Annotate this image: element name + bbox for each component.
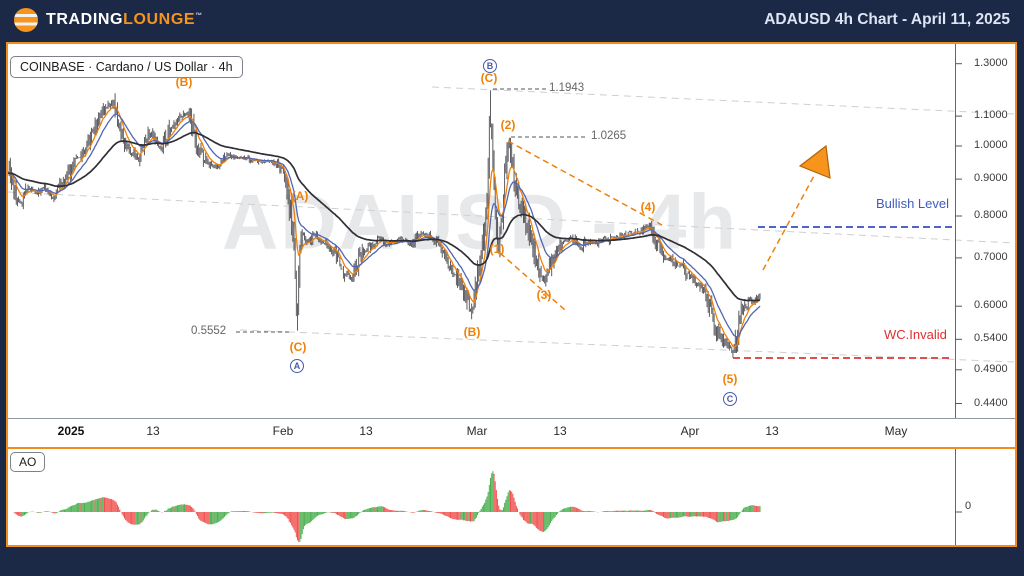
tradinglounge-logo-icon <box>14 8 38 32</box>
x-axis-label: May <box>884 424 908 438</box>
chart-panel: ADAUSD - 4h COINBASE · Cardano / US Doll… <box>6 42 1017 547</box>
x-axis-label: Apr <box>680 424 700 438</box>
y-axis-label: 0.8000 <box>974 209 1008 221</box>
wave-label: (B) <box>463 325 481 339</box>
x-axis-label: 13 <box>146 424 160 438</box>
wave-label: (3) <box>536 288 552 302</box>
price-callout: 1.0265 <box>591 130 627 142</box>
panel-divider <box>8 447 1015 449</box>
ao-zero-label: 0 <box>965 500 972 512</box>
y-axis-label: 1.1000 <box>974 109 1008 122</box>
time-axis[interactable] <box>8 418 1015 447</box>
x-axis-label: 13 <box>553 424 567 438</box>
y-axis-label: 0.6000 <box>974 299 1008 312</box>
y-axis-label: 0.5400 <box>974 332 1008 345</box>
wave-label: B <box>483 59 497 73</box>
x-axis-label: 13 <box>359 424 373 438</box>
y-axis-label: 0.7000 <box>974 250 1008 263</box>
y-axis-label: 1.3000 <box>974 56 1008 69</box>
price-callout: 1.1943 <box>549 82 585 94</box>
y-axis-label: 0.4900 <box>974 362 1008 375</box>
wave-label: (C) <box>480 71 498 85</box>
x-axis-label: 13 <box>765 424 779 438</box>
wave-label: (A) <box>291 189 309 203</box>
watermark: ADAUSD - 4h <box>221 177 739 266</box>
bullish-arrow-icon <box>798 144 831 179</box>
chart-title: ADAUSD 4h Chart - April 11, 2025 <box>764 11 1010 28</box>
wave-label: (1) <box>489 242 505 256</box>
wave-label: (4) <box>640 200 656 214</box>
level-note: WC.Invalid <box>884 327 947 342</box>
wave-label: (2) <box>500 118 516 132</box>
x-axis-label: Mar <box>466 424 488 438</box>
wave-label: (B) <box>175 75 193 89</box>
price-chart-pane[interactable] <box>8 44 1015 418</box>
wave-label: C <box>723 392 737 406</box>
y-axis-label: 1.0000 <box>974 139 1008 151</box>
brand-logo[interactable]: TRADINGLOUNGE™ <box>14 8 203 32</box>
wave-label: (C) <box>289 340 307 354</box>
y-axis-label: 0.4400 <box>974 396 1008 409</box>
price-callout: 0.5552 <box>191 325 227 337</box>
wave-label: A <box>290 359 304 373</box>
ao-indicator-label[interactable]: AO <box>10 452 46 472</box>
wave-label: (5) <box>722 372 738 386</box>
y-axis-label: 0.9000 <box>974 172 1008 185</box>
symbol-label[interactable]: COINBASE · Cardano / US Dollar · 4h <box>10 56 243 78</box>
header-bar: TRADINGLOUNGE™ ADAUSD 4h Chart - April 1… <box>0 0 1024 40</box>
x-axis-label: 2025 <box>57 424 85 438</box>
brand-name: TRADINGLOUNGE™ <box>46 11 203 28</box>
level-note: Bullish Level <box>876 196 949 211</box>
ao-chart[interactable] <box>8 449 1015 545</box>
x-axis-label: Feb <box>272 424 294 438</box>
